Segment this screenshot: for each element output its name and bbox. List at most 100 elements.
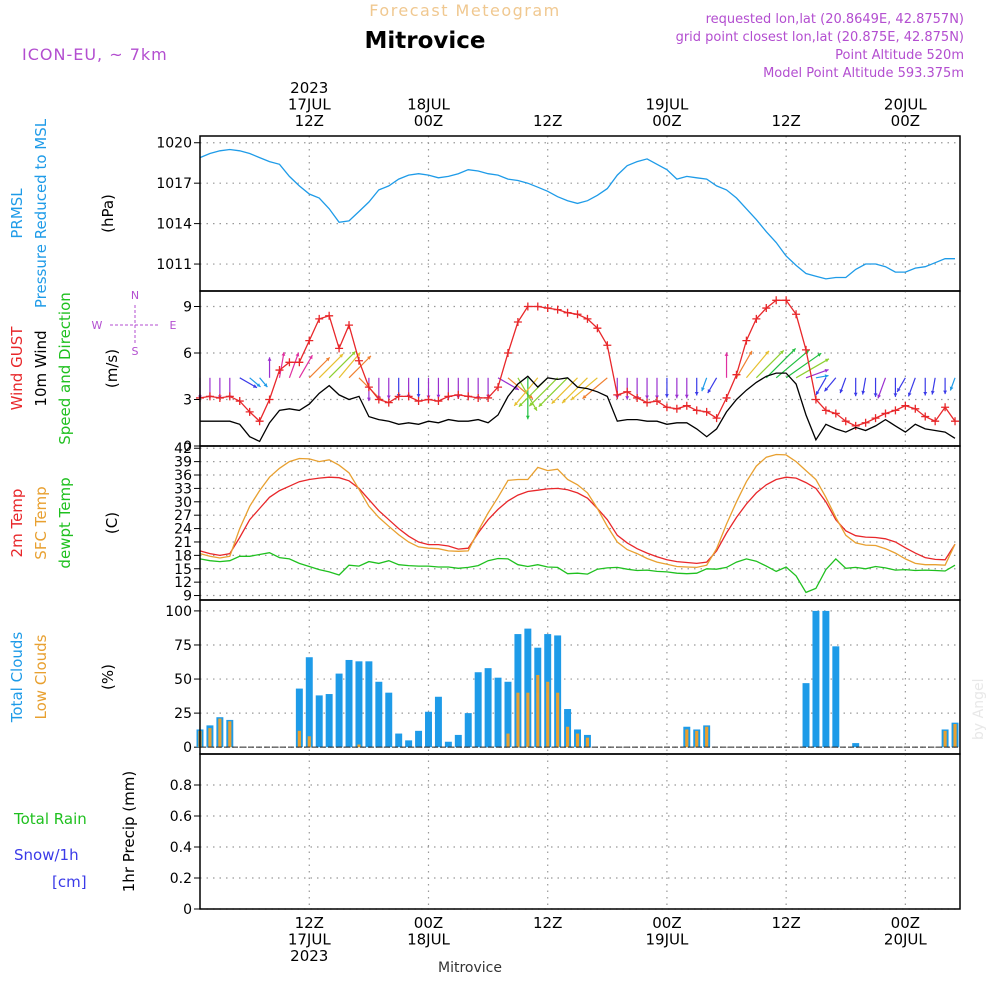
total-clouds-bar: [484, 668, 492, 748]
wind-arrow-head: [281, 352, 286, 356]
wind-arrow-head: [779, 350, 784, 355]
wind-gust-point: [354, 356, 363, 365]
wind-gust-point: [672, 404, 681, 413]
wind-direction-arrow: [815, 377, 827, 396]
low-clouds-bar: [357, 744, 361, 748]
wind-direction-arrow: [436, 377, 441, 399]
panels: 1011 1014 1017 1020 PRMSL Pressure Reduced to…: [8, 118, 961, 918]
wind-direction-arrow: [348, 355, 372, 379]
wind-arrow-head: [815, 390, 820, 395]
wind-direction-arrow: [853, 377, 858, 397]
y-tick-label: 21: [174, 535, 192, 551]
total-clouds-bar: [454, 734, 462, 748]
wind-arrow-shaft: [298, 354, 313, 379]
wind-gust-point: [494, 383, 503, 392]
wind-arrow-shaft: [338, 352, 361, 379]
wind-arrow-shaft: [735, 350, 753, 379]
low-clouds-bar: [526, 692, 530, 748]
wind-arrow-head: [824, 358, 829, 363]
y-tick-label: 33: [174, 481, 192, 497]
y-axis-label: Wind GUST: [8, 326, 26, 411]
grid-point-coords: grid point closest lon,lat (20.875E, 42.…: [676, 30, 964, 45]
y-tick-label: 18: [174, 548, 192, 564]
wind-arrow-shaft: [288, 352, 300, 379]
wind-gust-point: [702, 407, 711, 416]
wind-gust-point: [503, 349, 512, 357]
low-clouds-bar: [307, 736, 311, 748]
y-tick-label: 100: [165, 604, 192, 620]
precip-legend-label: Snow/1h: [14, 846, 79, 864]
total-clouds-bar: [405, 740, 413, 748]
wind-gust-point: [315, 314, 324, 323]
total-clouds-bar: [802, 683, 810, 748]
wind-gust-point: [712, 414, 721, 423]
compass-east: E: [170, 319, 177, 332]
wind-gust-point: [841, 417, 850, 426]
wind-arrow-head: [525, 415, 530, 420]
total-clouds-bar: [345, 659, 353, 748]
y-tick-label: 3: [183, 393, 192, 409]
y-axis-label: 10m Wind: [32, 330, 50, 406]
y-tick-label: 9: [183, 300, 192, 316]
wind-arrow-shaft: [755, 350, 785, 379]
wind-gust-point: [692, 406, 701, 415]
wind-direction-arrow: [877, 377, 887, 399]
wind-arrow-shaft: [278, 351, 285, 378]
wind-direction-arrow: [416, 377, 421, 398]
wind-direction-arrow: [745, 350, 770, 379]
wind-gust-point: [752, 314, 761, 323]
wind-arrow-head: [252, 384, 257, 388]
10m-wind-line: [200, 372, 956, 443]
total-clouds-bar: [395, 733, 403, 748]
wind-direction-arrow: [896, 377, 906, 393]
wind-arrow-shaft: [785, 352, 822, 379]
wind-arrow-head: [824, 368, 829, 373]
wind-arrow-shaft: [328, 351, 356, 379]
wind-arrow-head: [897, 387, 901, 392]
wind-direction-arrow: [684, 377, 689, 399]
wind-direction-arrow: [561, 377, 588, 404]
wind-arrow-shaft: [765, 348, 797, 379]
wind-direction-arrow: [735, 350, 753, 379]
wind-gust-point: [871, 414, 880, 423]
wind-direction-arrow: [943, 377, 948, 395]
wind-arrow-head: [853, 392, 858, 397]
wind-direction-arrow: [907, 377, 916, 397]
wind-gust-point: [484, 393, 493, 402]
top-time-label: 19JUL: [645, 96, 688, 114]
wind-gust-point: [325, 311, 334, 320]
y-tick-label: 0.8: [170, 778, 192, 794]
wind-gust-point: [811, 395, 820, 404]
wind-gust-point: [652, 397, 661, 406]
wind-arrow-head: [674, 394, 679, 399]
y-axis-label: Total Clouds: [8, 632, 26, 724]
bottom-time-label: 19JUL: [645, 931, 688, 949]
y-tick-label: 1014: [156, 217, 192, 233]
wind-arrow-head: [765, 350, 770, 355]
wind-arrow-shaft: [877, 377, 887, 399]
sfc-temp-line: [199, 453, 956, 569]
wind-arrow-shaft: [528, 377, 559, 407]
wind-arrow-head: [824, 374, 829, 379]
wind-direction-arrow: [338, 352, 361, 379]
low-clouds-bar: [953, 724, 957, 748]
wind-arrow-head: [518, 402, 523, 407]
wind-gust-point: [513, 318, 522, 326]
wind-direction-arrow: [551, 377, 578, 405]
wind-compass: N S W E: [92, 289, 177, 358]
wind-gust-point: [633, 393, 642, 402]
wind-direction-arrow: [861, 377, 867, 395]
total-clouds-bar: [325, 694, 333, 748]
wind-arrow-head: [386, 395, 391, 399]
wind-direction-arrow: [785, 352, 822, 379]
panel-clouds: 0 25 50 75 100 Total Clouds Low Clouds (%): [8, 599, 961, 756]
wind-direction-arrow: [259, 377, 268, 388]
requested-coords: requested lon,lat (20.8649E, 42.8757N): [706, 12, 964, 27]
wind-arrow-head: [325, 357, 330, 362]
wind-direction-arrow: [949, 377, 956, 391]
wind-direction-arrow: [765, 348, 797, 379]
total-clouds-bar: [315, 695, 323, 748]
low-clouds-bar: [536, 674, 540, 748]
